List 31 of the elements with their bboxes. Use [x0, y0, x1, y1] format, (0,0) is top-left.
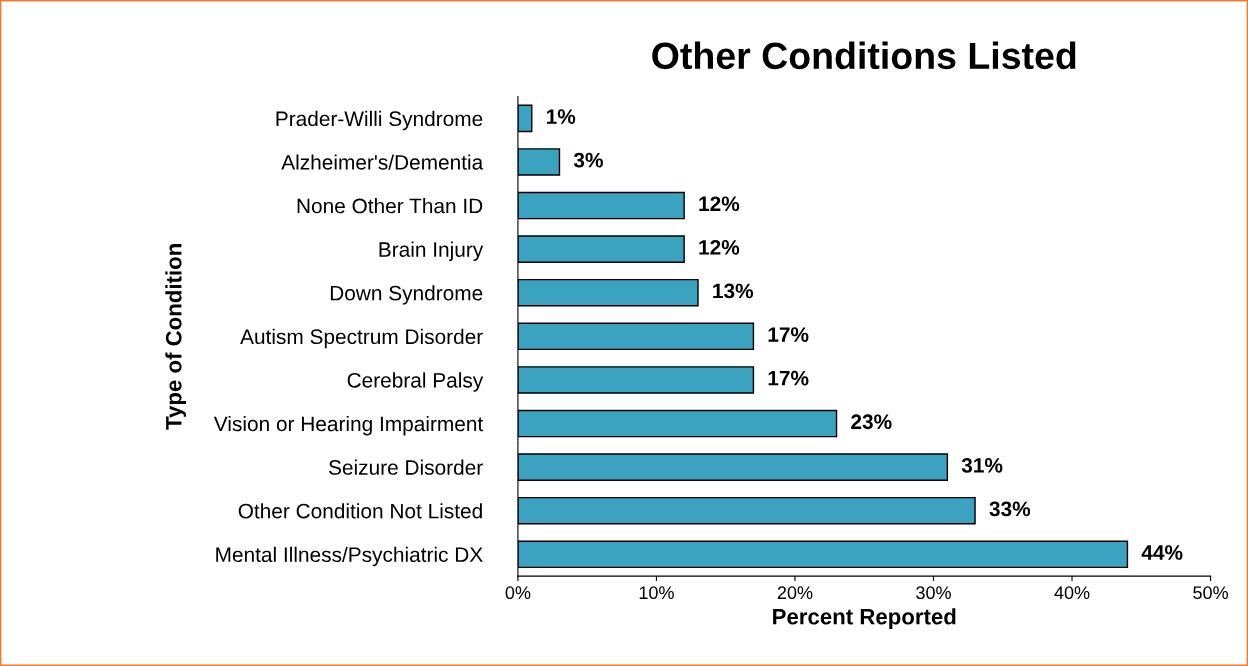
- y-tick-label: Vision or Hearing Impairment: [213, 415, 484, 436]
- y-tick-label: Mental Illness/Psychiatric DX: [216, 546, 483, 567]
- x-tick-label: 50%: [1193, 586, 1228, 600]
- y-axis-title: Type of Condition: [165, 244, 187, 430]
- x-tick-label: 40%: [1054, 586, 1090, 600]
- data-label: 12%: [699, 196, 740, 212]
- y-tick-label: Alzheimer's/Dementia: [281, 154, 484, 170]
- data-label: 12%: [699, 239, 740, 255]
- data-label: 31%: [961, 457, 1003, 473]
- y-tick-label: Other Condition Not Listed: [238, 503, 482, 519]
- y-tick-label: Down Syndrome: [330, 285, 483, 305]
- x-tick-label: 10%: [639, 586, 674, 600]
- data-label: 23%: [851, 414, 892, 430]
- y-tick-label: Autism Spectrum Disorder: [240, 328, 483, 349]
- y-tick-label: None Other Than ID: [297, 198, 483, 214]
- y-tick-label: Cerebral Palsy: [347, 372, 484, 392]
- data-label: 3%: [573, 152, 603, 168]
- y-tick-label: Brain Injury: [379, 241, 484, 262]
- data-label: 1%: [546, 109, 576, 124]
- x-tick-label: 30%: [916, 586, 951, 600]
- y-tick-label: Prader-Willi Syndrome: [276, 110, 483, 131]
- data-label: 13%: [713, 283, 754, 299]
- data-label: 33%: [989, 501, 1031, 517]
- y-tick-label: Seizure Disorder: [329, 459, 483, 475]
- chart-title: Other Conditions Listed: [652, 41, 1076, 70]
- x-tick-label: 0%: [505, 586, 531, 600]
- data-label: 44%: [1141, 545, 1183, 560]
- data-label: 17%: [768, 327, 809, 342]
- x-axis-title: Percent Reported: [773, 608, 956, 629]
- data-label: 17%: [768, 370, 809, 386]
- x-tick-label: 20%: [777, 586, 813, 600]
